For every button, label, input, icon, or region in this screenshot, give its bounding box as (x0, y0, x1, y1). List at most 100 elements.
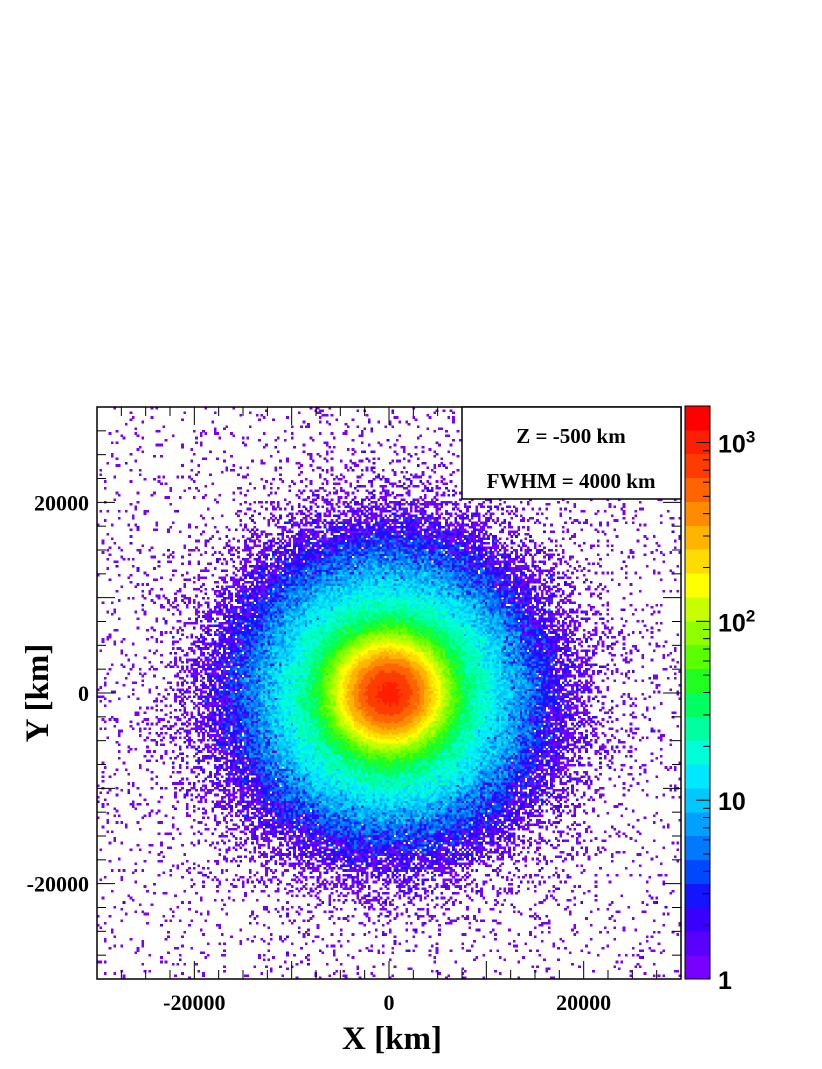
heatmap-cell (248, 592, 252, 595)
heatmap-cell (265, 555, 268, 559)
heatmap-cell (225, 585, 229, 589)
heatmap-cell (232, 491, 236, 495)
heatmap-cell (269, 734, 273, 737)
heatmap-cell (262, 741, 266, 744)
heatmap-cell (237, 713, 240, 717)
heatmap-cell (258, 729, 261, 733)
heatmap-cell (139, 793, 142, 797)
heatmap-cell (183, 702, 187, 705)
heatmap-cell (258, 539, 261, 543)
heatmap-cell (216, 644, 219, 648)
heatmap-cell (169, 727, 173, 730)
heatmap-cell (134, 910, 138, 913)
heatmap-cell (209, 779, 212, 783)
heatmap-cell (230, 658, 233, 662)
heatmap-cell (239, 606, 243, 609)
heatmap-cell (248, 665, 252, 669)
heatmap-cell (244, 683, 247, 687)
heatmap-cell (262, 654, 266, 657)
heatmap-cell (136, 583, 140, 586)
heatmap-cell (220, 775, 224, 779)
heatmap-cell (248, 580, 252, 584)
heatmap-cell (220, 706, 224, 710)
heatmap-cell (227, 638, 231, 641)
heatmap-cell (253, 786, 257, 790)
heatmap-cell (251, 699, 254, 703)
heatmap-cell (267, 736, 271, 740)
heatmap-cell (202, 516, 205, 520)
heatmap-cell (230, 715, 233, 719)
heatmap-cell (281, 734, 285, 737)
heatmap-cell (232, 695, 236, 698)
heatmap-cell (115, 809, 119, 813)
heatmap-cell (262, 775, 266, 779)
heatmap-cell (202, 816, 205, 820)
heatmap-cell (216, 693, 219, 696)
heatmap-cell (239, 741, 243, 744)
heatmap-cell (178, 676, 182, 680)
heatmap-cell (220, 686, 224, 689)
heatmap-cell (115, 464, 119, 467)
heatmap-cell (258, 791, 261, 795)
heatmap-cell (267, 706, 271, 710)
heatmap-cell (132, 514, 135, 518)
heatmap-cell (216, 580, 219, 584)
heatmap-cell (276, 898, 280, 902)
heatmap-cell (260, 594, 264, 598)
heatmap-cell (253, 704, 257, 708)
heatmap-cell (258, 592, 261, 595)
heatmap-cell (276, 676, 280, 680)
heatmap-cell (143, 612, 147, 616)
heatmap-cell (202, 885, 205, 888)
heatmap-cell (258, 795, 261, 799)
heatmap-cell (265, 720, 268, 724)
heatmap-cell (211, 704, 215, 708)
heatmap-cell (246, 757, 250, 760)
heatmap-cell (244, 633, 247, 637)
heatmap-cell (225, 702, 229, 705)
heatmap-cell (167, 693, 170, 696)
heatmap-cell (269, 727, 273, 730)
heatmap-cell (178, 763, 182, 767)
heatmap-cell (218, 880, 222, 884)
heatmap-cell (274, 697, 278, 701)
heatmap-cell (174, 974, 177, 978)
heatmap-cell (237, 638, 240, 641)
heatmap-cell (244, 892, 247, 895)
heatmap-cell (281, 480, 285, 483)
heatmap-cell (272, 660, 275, 664)
heatmap-cell (104, 480, 107, 483)
heatmap-cell (279, 560, 282, 563)
heatmap-cell (239, 642, 243, 646)
heatmap-cell (269, 688, 273, 692)
heatmap-cell (132, 784, 135, 788)
heatmap-cell (218, 711, 222, 714)
heatmap-cell (248, 729, 252, 733)
heatmap-cell (230, 548, 233, 552)
heatmap-cell (202, 789, 205, 792)
heatmap-cell (139, 734, 142, 737)
heatmap-cell (188, 866, 191, 870)
heatmap-cell (204, 656, 208, 660)
heatmap-cell (225, 587, 229, 591)
heatmap-cell (213, 672, 217, 676)
heatmap-cell (251, 635, 254, 639)
heatmap-cell (190, 825, 194, 829)
heatmap-cell (246, 741, 250, 744)
heatmap-cell (239, 752, 243, 756)
heatmap-cell (265, 663, 268, 666)
heatmap-cell (239, 800, 243, 804)
heatmap-cell (267, 837, 271, 840)
heatmap-cell (206, 745, 210, 749)
heatmap-cell (246, 727, 250, 730)
heatmap-cell (239, 665, 243, 669)
heatmap-cell (269, 775, 273, 779)
heatmap-cell (157, 832, 161, 836)
heatmap-cell (244, 786, 247, 790)
heatmap-cell (223, 704, 226, 708)
heatmap-cell (265, 718, 268, 721)
heatmap-cell (101, 805, 105, 808)
heatmap-cell (241, 644, 245, 648)
heatmap-cell (97, 914, 100, 918)
heatmap-cell (213, 747, 217, 751)
